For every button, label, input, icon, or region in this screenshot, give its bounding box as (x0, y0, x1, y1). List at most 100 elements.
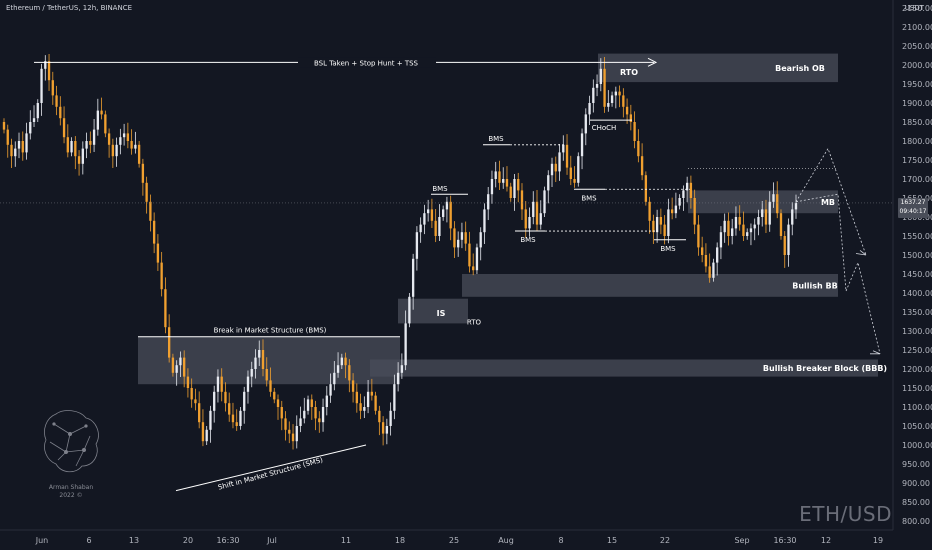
candle-body (430, 209, 434, 221)
candle-body (670, 209, 674, 214)
brain-logo-icon (44, 410, 99, 473)
sms-label: Shift in Market Structure (SMS) (217, 456, 324, 492)
y-tick-label: 1700.00 (902, 175, 932, 184)
candle-body (396, 372, 400, 385)
candle-body (520, 190, 524, 210)
bsl-arrow-icon (647, 57, 658, 67)
candle-body (201, 422, 205, 442)
candle-body (160, 262, 163, 290)
candle-body (633, 122, 636, 141)
candle-body (595, 84, 599, 88)
x-tick-label: 22 (660, 536, 670, 545)
candle-body (776, 194, 779, 214)
candle-body (622, 95, 625, 107)
candle-body (246, 376, 250, 392)
y-tick-label: 900.00 (902, 479, 930, 488)
candle-body (366, 391, 370, 407)
candle-body (682, 190, 685, 198)
candle-body (787, 224, 790, 255)
candle-body (6, 129, 9, 145)
candle-body (535, 201, 539, 225)
candle-body (629, 114, 633, 122)
x-tick-label: Aug (498, 536, 514, 545)
y-tick-label: 1850.00 (902, 118, 932, 127)
candle-body (96, 110, 100, 130)
projection-arrow-icon (855, 250, 867, 256)
candle-body (250, 369, 253, 377)
candle-body (550, 163, 554, 176)
candle-body (426, 209, 430, 214)
candle-body (258, 350, 261, 358)
bms5-label: BMS (660, 245, 676, 253)
candle-body (288, 429, 291, 434)
x-tick-label: 15 (607, 536, 617, 545)
candle-body (524, 209, 527, 229)
zone-label-bullish_bb: Bullish BB (792, 281, 837, 290)
candle-body (415, 232, 419, 259)
candle-body (704, 255, 708, 267)
candle-body (152, 220, 156, 244)
candle-body (130, 141, 133, 149)
candle-body (577, 156, 580, 183)
zone-mb (688, 190, 838, 214)
y-tick-label: 850.00 (902, 498, 930, 507)
y-tick-label: 1950.00 (902, 80, 932, 89)
candle-body (768, 201, 771, 225)
candle-body (355, 391, 358, 404)
candle-body (640, 156, 644, 176)
candle-body (442, 209, 445, 217)
candle-body (122, 133, 126, 138)
candle-body (513, 179, 516, 198)
candle-body (389, 410, 392, 426)
x-tick-label: 19 (873, 536, 883, 545)
bsl-label: BSL Taken + Stop Hunt + TSS (314, 59, 419, 67)
candle-body (783, 236, 786, 255)
y-tick-label: 1000.00 (902, 441, 932, 450)
candle-body (400, 365, 404, 373)
candle-body (239, 410, 242, 426)
candle-body (235, 422, 238, 426)
candle-body (243, 391, 246, 411)
projection-path-2 (795, 193, 881, 354)
candle-body (393, 384, 396, 411)
x-tick-label: 12 (821, 536, 831, 545)
bms2-label: BMS (488, 135, 504, 143)
x-tick-label: 25 (449, 536, 459, 545)
candle-body (727, 220, 730, 236)
candle-body (689, 182, 693, 198)
candle-body (644, 175, 648, 202)
y-tick-label: 1250.00 (902, 346, 932, 355)
candle-body (59, 106, 62, 119)
candle-body (505, 179, 509, 187)
y-tick-label: 1450.00 (902, 270, 932, 279)
x-tick-label: Sep (734, 536, 749, 545)
candle-body (490, 179, 494, 195)
x-tick-label: 20 (183, 536, 193, 545)
candle-body (284, 418, 287, 430)
bms3-label: BMS (520, 236, 536, 244)
candle-body (32, 118, 36, 122)
candle-body (746, 232, 749, 236)
candle-body (190, 388, 193, 400)
x-tick-label: 13 (129, 536, 139, 545)
candle-body (66, 137, 69, 153)
candle-body (340, 357, 343, 366)
candle-body (483, 209, 486, 233)
candle-body (678, 198, 681, 206)
candle-body (528, 217, 531, 229)
zone-label-bbb: Bullish Breaker Block (BBB) (763, 364, 887, 373)
candle-body (697, 224, 700, 248)
candle-body (637, 141, 640, 157)
candle-body (134, 144, 137, 149)
zone-label-mb: MB (821, 198, 835, 207)
candle-body (464, 232, 467, 244)
candle-body (314, 407, 317, 419)
candle-body (674, 205, 678, 214)
candle-body (280, 407, 283, 419)
y-tick-label: 2100.00 (902, 23, 932, 32)
y-tick-label: 1800.00 (902, 137, 932, 146)
candle-body (21, 141, 24, 153)
logo-year: 2022 © (59, 492, 83, 499)
rto-low-label: RTO (467, 319, 482, 327)
